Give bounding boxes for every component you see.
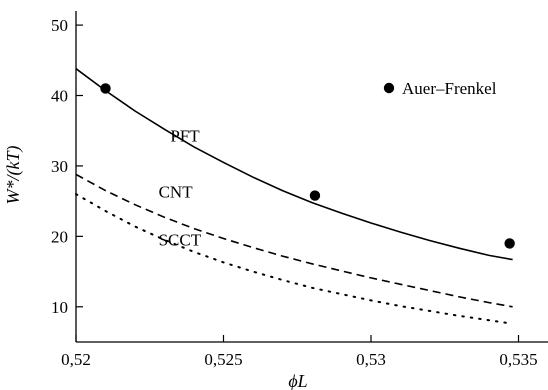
legend: Auer–Frenkel xyxy=(383,79,497,98)
x-tick-label: 0,525 xyxy=(204,350,242,369)
curve-labels: PFT CNT SCCT xyxy=(159,126,202,249)
y-ticks: 10 20 30 40 50 xyxy=(51,16,83,317)
x-tick-label: 0,53 xyxy=(356,350,386,369)
y-tick-label: 10 xyxy=(51,298,68,317)
data-point-auer-frenkel xyxy=(309,190,321,201)
x-tick-label: 0,535 xyxy=(499,350,537,369)
y-axis-title: W*/(kT) xyxy=(3,146,24,205)
curve-label-scct: SCCT xyxy=(159,231,202,250)
x-tick-label: 0,52 xyxy=(61,350,91,369)
plot-frame xyxy=(75,11,548,343)
y-tick-label: 20 xyxy=(51,227,68,246)
series-layer xyxy=(75,68,515,325)
legend-marker xyxy=(383,82,395,94)
series-line-pft xyxy=(75,68,513,261)
data-point-auer-frenkel xyxy=(504,238,515,249)
legend-label: Auer–Frenkel xyxy=(402,79,497,98)
curve-label-cnt: CNT xyxy=(159,183,194,202)
x-axis-title: ϕL xyxy=(288,371,307,390)
curve-label-pft: PFT xyxy=(170,126,200,145)
data-point-auer-frenkel xyxy=(100,83,111,94)
y-tick-label: 30 xyxy=(51,157,68,176)
y-tick-label: 40 xyxy=(51,87,68,106)
x-ticks: 0,52 0,525 0,53 0,535 xyxy=(61,335,538,369)
y-tick-label: 50 xyxy=(51,16,68,35)
series-line-cnt xyxy=(75,173,513,308)
series-line-scct xyxy=(75,193,514,325)
